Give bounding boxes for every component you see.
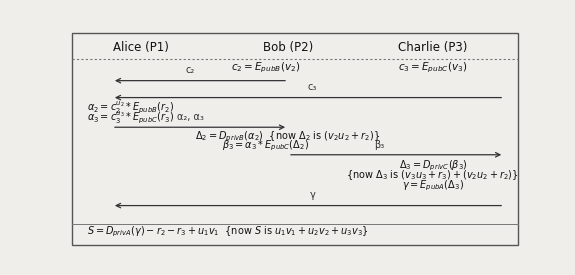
Text: $\alpha_2 = c_2^{u_2} * E_{pubB}(r_2)$: $\alpha_2 = c_2^{u_2} * E_{pubB}(r_2)$ <box>87 100 174 116</box>
Text: c₃: c₃ <box>308 82 317 92</box>
Text: $\alpha_3 = c_3^{u_3} * E_{pubC}(r_3)$: $\alpha_3 = c_3^{u_3} * E_{pubC}(r_3)$ <box>87 110 174 126</box>
Text: β₃: β₃ <box>374 140 385 150</box>
Text: c₂: c₂ <box>185 65 194 75</box>
Text: Bob (P2): Bob (P2) <box>263 41 313 54</box>
Text: {now $\Delta_3$ is $(v_3 u_3 + r_3) + (v_2 u_2 + r_2)$}: {now $\Delta_3$ is $(v_3 u_3 + r_3) + (v… <box>347 169 519 182</box>
Text: γ: γ <box>309 190 316 200</box>
Text: $\gamma = E_{pubA}(\Delta_3)$: $\gamma = E_{pubA}(\Delta_3)$ <box>402 179 464 193</box>
Text: α₂, α₃: α₂, α₃ <box>177 112 204 122</box>
Text: $c_3 = E_{pubC}(v_3)$: $c_3 = E_{pubC}(v_3)$ <box>398 61 467 75</box>
Text: Charlie (P3): Charlie (P3) <box>398 41 467 54</box>
Text: $\Delta_2 = D_{privB}(\alpha_2)$  {now $\Delta_2$ is $(v_2 u_2 + r_2)$}: $\Delta_2 = D_{privB}(\alpha_2)$ {now $\… <box>196 130 381 144</box>
Text: $\beta_3 = \alpha_3 * E_{pubC}(\Delta_2)$: $\beta_3 = \alpha_3 * E_{pubC}(\Delta_2)… <box>223 139 309 153</box>
Text: $S = D_{privA}(\gamma) - r_2 - r_3 + u_1 v_1$  {now $S$ is $u_1 v_1 + u_2 v_2 + : $S = D_{privA}(\gamma) - r_2 - r_3 + u_1… <box>87 225 370 239</box>
Text: $\Delta_3 = D_{privC}(\beta_3)$: $\Delta_3 = D_{privC}(\beta_3)$ <box>398 158 467 172</box>
Text: $c_2 = E_{pubB}(v_2)$: $c_2 = E_{pubB}(v_2)$ <box>231 61 300 75</box>
Text: Alice (P1): Alice (P1) <box>113 41 169 54</box>
